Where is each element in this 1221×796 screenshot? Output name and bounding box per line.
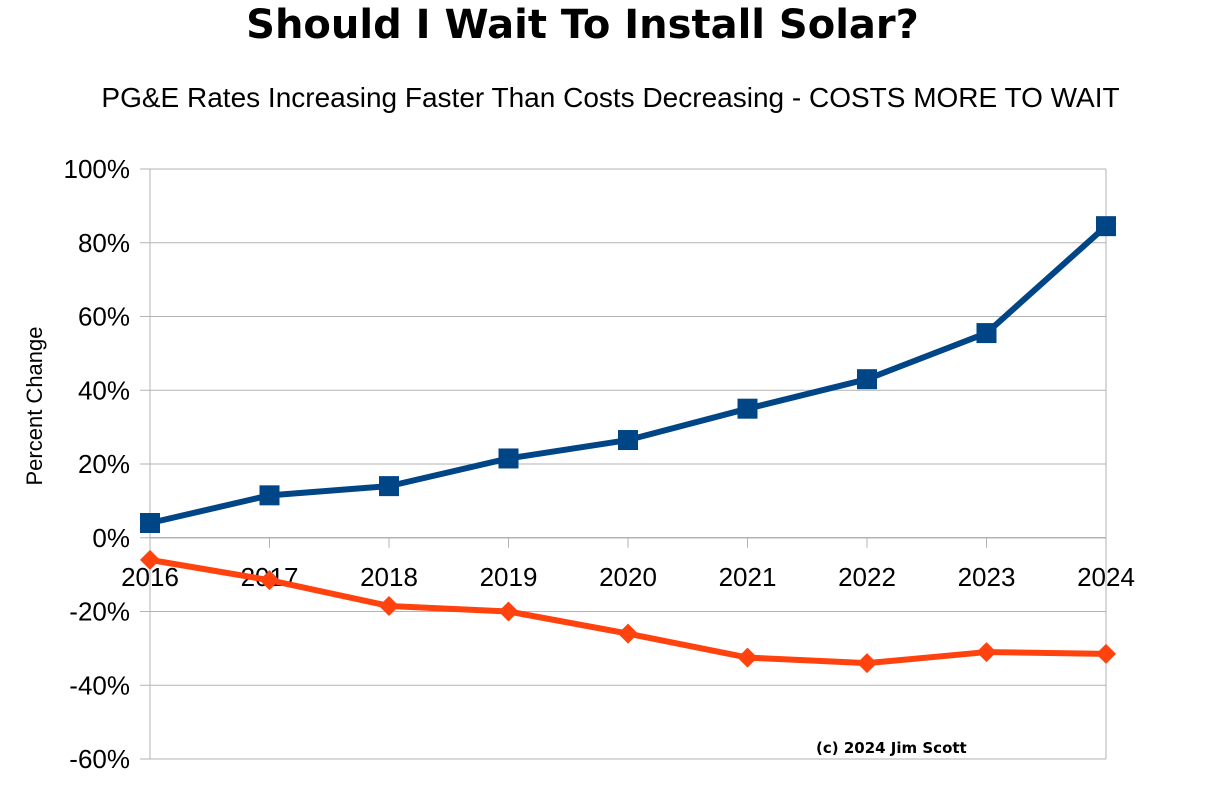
series-2 [140,549,1116,674]
x-tick-label: 2021 [719,562,777,592]
data-point-diamond [1096,643,1116,664]
data-point-square [857,369,877,390]
y-tick-label: -20% [69,597,130,627]
y-tick-label: 100% [64,154,131,184]
data-point-diamond [976,642,997,663]
data-point-diamond [618,623,638,644]
data-point-diamond [737,647,758,668]
data-point-square [498,448,519,469]
x-tick-label: 2020 [599,562,657,592]
data-point-square [379,476,399,497]
data-point-square [976,323,997,344]
gridlines [149,168,1107,760]
data-point-diamond [379,595,399,616]
series-line [147,223,1109,526]
x-tick-label: 2023 [958,562,1016,592]
data-point-square [737,398,758,419]
data-point-square [1096,216,1116,237]
x-tick-label: 2018 [360,562,418,592]
data-point-diamond [857,653,877,674]
y-tick-label: -40% [69,670,130,700]
chart-subtitle: PG&E Rates Increasing Faster Than Costs … [101,82,1120,113]
data-point-square [140,513,160,533]
x-tick-label: 2019 [480,562,538,592]
y-tick-label: 40% [78,375,130,405]
y-tick-label: 20% [78,449,130,479]
y-tick-label: 0% [92,523,130,553]
y-tick-label: 80% [78,228,130,258]
axes: 100%80%60%40%20%0%-20%-40%-60%2016201720… [64,154,1135,774]
series-1 [140,216,1116,533]
data-point-diamond [498,601,519,622]
y-tick-label: 60% [78,302,130,332]
y-tick-label: -60% [69,744,130,774]
data-point-square [259,485,280,506]
series-layer [140,216,1116,674]
data-point-square [618,430,638,451]
y-axis-label: Percent Change [22,327,47,486]
chart-title: Should I Wait To Install Solar? [246,2,919,48]
x-tick-label: 2022 [838,562,896,592]
copyright-annotation: (c) 2024 Jim Scott [816,739,967,757]
data-point-diamond [259,570,280,591]
x-tick-label: 2024 [1077,562,1135,592]
data-point-diamond [140,549,160,570]
